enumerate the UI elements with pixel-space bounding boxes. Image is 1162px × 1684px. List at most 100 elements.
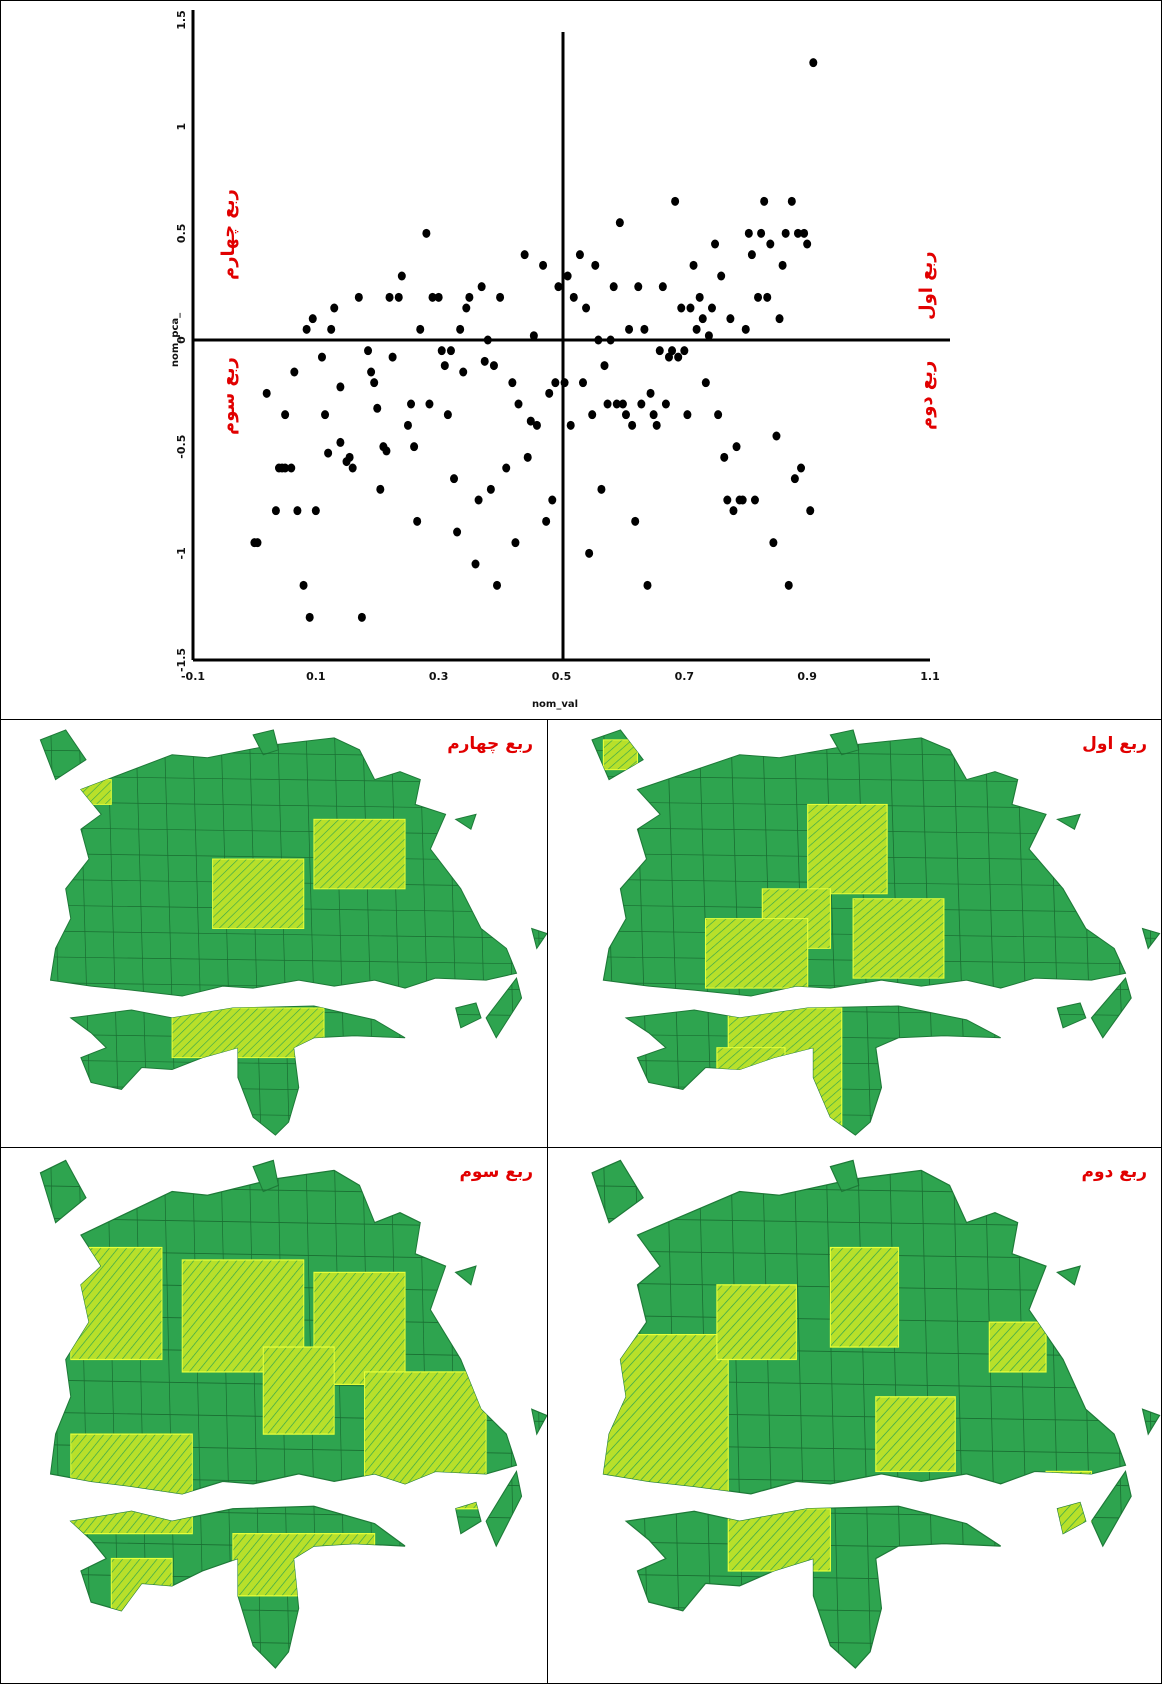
scatter-point (686, 303, 695, 313)
quadrant-label-q2: ربع دوم (916, 360, 937, 430)
scatter-point (677, 303, 686, 313)
scatter-point (397, 271, 406, 281)
scatter-point (437, 346, 446, 356)
scatter-point (695, 292, 704, 302)
scatter-point (646, 388, 655, 398)
highlighted-district (171, 1007, 325, 1059)
y-tick-label: -1 (175, 547, 188, 559)
x-tick-label: 0.3 (429, 670, 449, 683)
x-tick-label: -0.1 (181, 670, 205, 683)
highlighted-district (716, 1284, 797, 1361)
quadrant-label-q1: ربع اول (916, 251, 937, 320)
scatter-point (453, 527, 462, 537)
scatter-point (640, 324, 649, 334)
scatter-point (668, 346, 677, 356)
scatter-point (760, 196, 769, 206)
scatter-point (569, 292, 578, 302)
scatter-point (803, 239, 812, 249)
scatter-point (769, 538, 778, 548)
x-axis-title: nom_val (532, 699, 578, 710)
scatter-point (385, 292, 394, 302)
scatter-point (775, 314, 784, 324)
y-tick-label: 0.5 (175, 224, 188, 244)
highlighted-district (988, 1321, 1047, 1373)
scatter-point (754, 292, 763, 302)
map-island (485, 977, 523, 1039)
scatter-point (480, 356, 489, 366)
scatter-point (563, 271, 572, 281)
map-shapes (591, 729, 1161, 1136)
scatter-point (548, 495, 557, 505)
map-island (454, 813, 477, 831)
scatter-point (689, 260, 698, 270)
y-tick-labels: 1.5 1 0.5 0 -0.5 -1 -1.5 (175, 10, 188, 672)
scatter-point (793, 228, 802, 238)
highlighted-district (110, 1557, 173, 1647)
y-tick-label: 1.5 (175, 10, 188, 30)
scatter-point (253, 538, 262, 548)
scatter-point (661, 399, 670, 409)
map-panel-q1: ربع اول (548, 720, 1161, 1147)
scatter-point (440, 361, 449, 371)
scatter-point (428, 292, 437, 302)
scatter-point (345, 452, 354, 462)
map-island (1090, 977, 1132, 1039)
scatter-point (456, 324, 465, 334)
scatter-point (551, 378, 560, 388)
scatter-point (585, 548, 594, 558)
scatter-point (486, 484, 495, 494)
scatter-point (511, 538, 520, 548)
x-tick-labels: -0.1 0.1 0.3 0.5 0.7 0.9 1.1 (181, 670, 940, 683)
scatter-points (250, 58, 818, 622)
scatter-point (621, 410, 630, 420)
scatter-point (290, 367, 299, 377)
highlighted-district (852, 898, 945, 979)
scatter-point (649, 410, 658, 420)
scatter-point (287, 463, 296, 473)
scatter-point (612, 399, 621, 409)
scatter-point (520, 250, 529, 260)
map-title-q3: ربع سوم (459, 1162, 533, 1182)
scatter-point (474, 495, 483, 505)
scatter-point (354, 292, 363, 302)
scatter-point (744, 228, 753, 238)
scatter-point (787, 196, 796, 206)
scatter-point (578, 378, 587, 388)
scatter-point (594, 335, 603, 345)
scatter-point (373, 403, 382, 413)
highlighted-district (716, 1047, 786, 1108)
scatter-point (772, 431, 781, 441)
scatter-point (416, 324, 425, 334)
scatter-point (717, 271, 726, 281)
y-axis-title: nom_pca_ (170, 313, 181, 367)
scatter-point (655, 346, 664, 356)
map-title-q1: ربع اول (1082, 734, 1147, 754)
scatter-point (459, 367, 468, 377)
scatter-point (376, 484, 385, 494)
scatter-point (348, 463, 357, 473)
map-island (1056, 1265, 1081, 1286)
divider-horizontal-middle (0, 1147, 1162, 1148)
scatter-point (625, 324, 634, 334)
scatter-point (321, 410, 330, 420)
scatter-point (508, 378, 517, 388)
scatter-point (462, 303, 471, 313)
scatter-point (680, 346, 689, 356)
scatter-point (588, 410, 597, 420)
scatter-point (726, 314, 735, 324)
highlighted-district (232, 1533, 376, 1597)
scatter-point (797, 463, 806, 473)
scatter-point (643, 580, 652, 590)
highlighted-district (212, 858, 305, 930)
map-panel-q4: ربع چهارم (0, 720, 547, 1147)
scatter-point (302, 324, 311, 334)
map-island (1056, 813, 1081, 831)
scatter-point (496, 292, 505, 302)
divider-vertical (547, 719, 548, 1684)
scatter-point (809, 58, 818, 68)
highlighted-district (262, 1346, 335, 1435)
scatter-point (741, 324, 750, 334)
quadrant-label-q4: ربع چهارم (218, 189, 239, 280)
scatter-point (720, 452, 729, 462)
scatter-point (597, 484, 606, 494)
